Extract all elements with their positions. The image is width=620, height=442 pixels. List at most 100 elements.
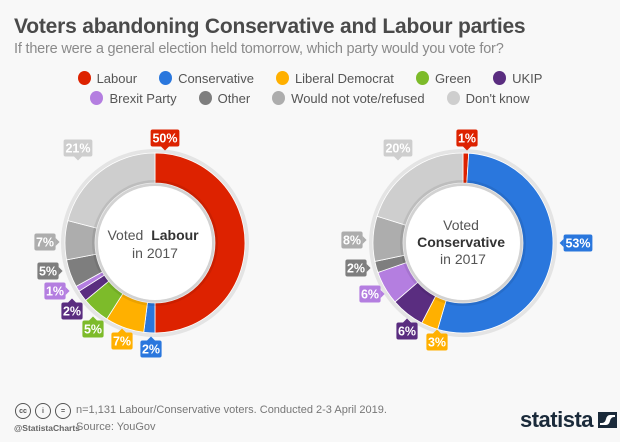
donut-hole [98, 186, 212, 300]
value-label-pointer [161, 146, 169, 151]
legend-label: Labour [96, 70, 138, 86]
center-label-party: Conservative [417, 234, 505, 250]
value-label-box [61, 302, 83, 320]
value-label-text: 2% [347, 262, 365, 276]
value-label-box [341, 231, 363, 249]
value-label-text: 2% [63, 305, 81, 319]
value-label-text: 7% [113, 335, 131, 349]
legend-swatch-icon [493, 71, 507, 85]
statista-wordmark: statista [520, 407, 594, 432]
legend-item: Would not vote/refused [272, 90, 425, 106]
value-label-pointer [366, 264, 371, 272]
value-label-box [82, 320, 104, 338]
legend-swatch-icon [77, 71, 91, 85]
value-label-text: 50% [152, 132, 177, 146]
value-label-text: 3% [428, 336, 446, 350]
by-icon: i [35, 403, 51, 419]
value-label-box [150, 129, 180, 147]
value-label-text: 5% [39, 265, 57, 279]
legend-label: Would not vote/refused [291, 90, 425, 106]
value-label-box [383, 139, 413, 157]
value-label-text: 53% [565, 237, 590, 251]
donut-slice-don-t-know [67, 152, 156, 229]
legend-item: Labour [77, 70, 138, 86]
value-label-text: 5% [84, 323, 102, 337]
legend-label: Green [434, 70, 472, 86]
value-label-box [44, 282, 66, 300]
value-label-pointer [433, 329, 441, 334]
legend-label: Brexit Party [109, 90, 177, 106]
value-label: 7% [111, 328, 133, 350]
value-label: 50% [150, 129, 180, 151]
value-label: 2% [61, 298, 83, 320]
center-label-suffix: in 2017 [132, 245, 178, 261]
value-label-pointer [147, 336, 155, 341]
value-label-box [563, 234, 593, 252]
value-label-text: 8% [343, 234, 361, 248]
center-label-prefix: Voted [107, 227, 143, 243]
value-label-pointer [89, 316, 97, 321]
footer-source: Source: YouGov [76, 421, 156, 433]
value-label-box [140, 340, 162, 358]
value-label-pointer [362, 236, 367, 244]
center-label-labour: Voted Labour in 2017 [107, 227, 202, 261]
value-label: 5% [82, 316, 104, 338]
donut-chart-labour-voters: 50%2%7%5%2%1%5%7%21% [34, 129, 249, 358]
legend-item: Don't know [446, 90, 530, 106]
legend-item: Conservative [159, 71, 254, 86]
legend-item: Brexit Party [90, 90, 177, 106]
legend-label: Conservative [178, 70, 254, 86]
statista-logo-icon [598, 412, 618, 428]
value-label: 20% [383, 139, 413, 161]
legend-row: Labour Conservative Liberal Democrat Green U… [0, 68, 620, 88]
value-label-box [111, 332, 133, 350]
value-label-pointer [65, 287, 70, 295]
footer-note: n=1,131 Labour/Conservative voters. Cond… [76, 404, 387, 416]
value-label: 53% [559, 234, 593, 252]
center-label-conservative: Voted Conservative in 2017 [417, 217, 509, 267]
value-label-box [37, 262, 59, 280]
legend-swatch-icon [159, 71, 173, 85]
legend-label: Other [217, 90, 251, 106]
value-label-text: 1% [458, 132, 476, 146]
value-label-pointer [55, 238, 60, 246]
value-label-box [63, 139, 93, 157]
value-label-pointer [394, 156, 402, 161]
value-label: 5% [37, 262, 63, 280]
legend-item: Green [415, 70, 472, 86]
value-label: 2% [345, 259, 371, 277]
value-label-pointer [68, 298, 76, 303]
value-label-text: 2% [142, 343, 160, 357]
center-label-party: Labour [151, 227, 199, 243]
value-label-box [426, 333, 448, 351]
value-label-text: 6% [361, 288, 379, 302]
donut-chart-conservative-voters: 1% 53% 3% 6% 6% 2% 8% 20% [341, 129, 593, 351]
legend-swatch-icon [446, 91, 460, 105]
legend-label: Don't know [465, 90, 530, 106]
value-label: 2% [140, 336, 162, 358]
legend-swatch-icon [275, 71, 289, 85]
donut-slice-labour [154, 152, 246, 334]
value-label-pointer [403, 318, 411, 323]
value-label: 6% [359, 285, 385, 303]
value-label-text: 20% [385, 142, 410, 156]
value-label-box [359, 285, 381, 303]
legend-label: Liberal Democrat [294, 70, 394, 86]
value-label-box [396, 322, 418, 340]
legend-swatch-icon [415, 71, 429, 85]
legend-row: Brexit Party Other Would not vote/refused D… [0, 88, 620, 108]
value-label-box [456, 129, 478, 147]
donut-hole [406, 186, 520, 300]
value-label-box [345, 259, 367, 277]
value-label-text: 7% [36, 236, 54, 250]
legend-item: UKIP [493, 71, 542, 86]
value-label-text: 1% [46, 285, 64, 299]
value-label: 8% [341, 231, 367, 249]
legend-swatch-icon [90, 91, 104, 105]
value-label-text: 6% [398, 325, 416, 339]
value-label: 1% [456, 129, 478, 151]
value-label-pointer [559, 239, 564, 247]
legend: Labour Conservative Liberal Democrat Green U… [0, 68, 620, 108]
donut-inner-shadow [400, 180, 526, 306]
